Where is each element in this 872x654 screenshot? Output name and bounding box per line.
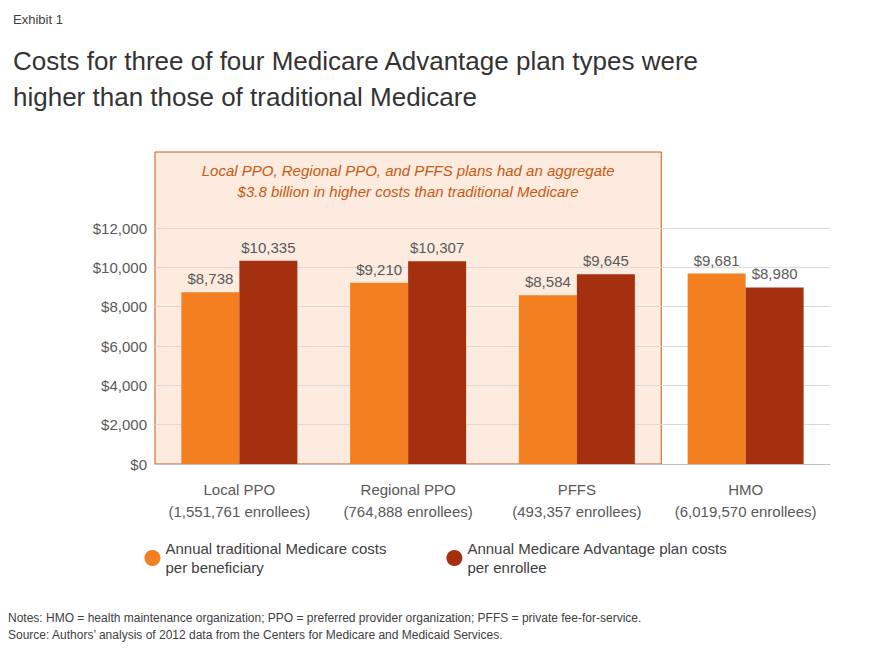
- svg-text:Notes: HMO = health maintenanc: Notes: HMO = health maintenance organiza…: [8, 611, 641, 625]
- svg-text:higher than those of tradition: higher than those of traditional Medicar…: [13, 82, 477, 112]
- svg-text:$8,000: $8,000: [101, 298, 147, 315]
- svg-text:(6,019,570 enrollees): (6,019,570 enrollees): [675, 503, 817, 520]
- svg-text:$2,000: $2,000: [101, 416, 147, 433]
- svg-text:Regional PPO: Regional PPO: [361, 481, 456, 498]
- svg-text:$6,000: $6,000: [101, 338, 147, 355]
- svg-text:PFFS: PFFS: [558, 481, 596, 498]
- svg-text:$10,335: $10,335: [241, 239, 295, 256]
- svg-text:per enrollee: per enrollee: [467, 559, 546, 576]
- svg-text:$10,307: $10,307: [410, 239, 464, 256]
- svg-text:$12,000: $12,000: [93, 220, 147, 237]
- svg-text:(493,357 enrollees): (493,357 enrollees): [512, 503, 641, 520]
- svg-text:Local PPO: Local PPO: [204, 481, 276, 498]
- svg-text:$9,681: $9,681: [694, 252, 740, 269]
- svg-text:$8,980: $8,980: [752, 265, 798, 282]
- svg-text:$9,645: $9,645: [583, 252, 629, 269]
- svg-text:Costs for three of four Medica: Costs for three of four Medicare Advanta…: [13, 46, 705, 76]
- svg-text:Exhibit 1: Exhibit 1: [13, 12, 63, 27]
- svg-text:(764,888 enrollees): (764,888 enrollees): [343, 503, 472, 520]
- svg-text:Local PPO, Regional PPO, and P: Local PPO, Regional PPO, and PFFS plans …: [202, 162, 615, 179]
- svg-text:$8,584: $8,584: [525, 273, 571, 290]
- svg-text:$3.8 billion in higher costs t: $3.8 billion in higher costs than tradit…: [237, 183, 579, 200]
- svg-text:$8,738: $8,738: [187, 270, 233, 287]
- svg-text:(1,551,761 enrollees): (1,551,761 enrollees): [168, 503, 310, 520]
- svg-text:Annual traditional Medicare co: Annual traditional Medicare costs: [165, 540, 386, 557]
- svg-text:$4,000: $4,000: [101, 377, 147, 394]
- svg-text:Annual Medicare Advantage plan: Annual Medicare Advantage plan costs: [467, 540, 726, 557]
- svg-text:per beneficiary: per beneficiary: [165, 559, 264, 576]
- svg-text:$9,210: $9,210: [356, 261, 402, 278]
- svg-text:$0: $0: [130, 456, 147, 473]
- svg-text:$10,000: $10,000: [93, 259, 147, 276]
- svg-text:Source: Authors’ analysis of 2: Source: Authors’ analysis of 2012 data f…: [8, 628, 502, 642]
- svg-text:HMO: HMO: [728, 481, 763, 498]
